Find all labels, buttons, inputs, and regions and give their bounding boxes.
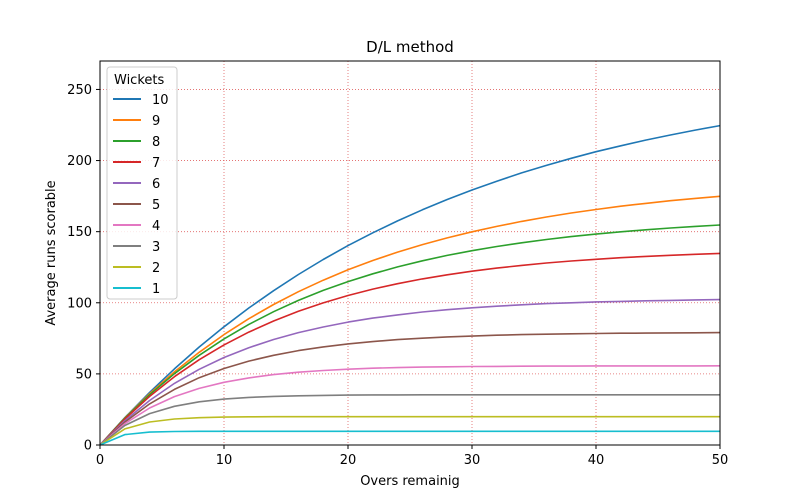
x-tick-label: 0 (96, 453, 104, 468)
y-axis-label: Average runs scorable (44, 180, 59, 325)
x-tick-label: 50 (712, 453, 729, 468)
x-tick-label: 20 (340, 453, 357, 468)
legend: Wickets 10 9 8 7 6 5 4 3 2 1 (106, 66, 178, 300)
series-line-8-wickets (99, 224, 721, 446)
legend-entry-label: 7 (152, 156, 160, 171)
series-line-10-wickets (99, 124, 721, 446)
legend-entry-label: 6 (152, 177, 160, 192)
grid (99, 61, 721, 446)
legend-entry-label: 9 (152, 114, 160, 129)
series-line-4-wickets (99, 364, 721, 446)
y-tick-label: 100 (67, 296, 92, 311)
y-tick-label: 50 (75, 367, 92, 382)
series-line-5-wickets (99, 331, 721, 446)
x-axis-label: Overs remainig (360, 474, 460, 489)
axis-ticks: 0 10 20 30 40 50 0 50 100 150 200 250 (67, 83, 728, 468)
y-tick-label: 0 (84, 439, 92, 454)
series-line-1-wickets (99, 430, 720, 446)
legend-entry-label: 2 (152, 261, 160, 276)
x-tick-label: 10 (216, 453, 233, 468)
legend-entry-label: 1 (152, 282, 160, 297)
legend-entry-label: 3 (152, 240, 160, 255)
y-tick-label: 250 (67, 83, 92, 98)
series-line-9-wickets (99, 195, 721, 446)
legend-entry-label: 4 (152, 219, 160, 234)
y-tick-label: 150 (67, 225, 92, 240)
x-tick-label: 40 (588, 453, 605, 468)
series-lines (99, 124, 721, 446)
legend-entry-label: 5 (152, 198, 160, 213)
y-tick-label: 200 (67, 154, 92, 169)
legend-box (106, 66, 178, 300)
series-line-2-wickets (99, 415, 720, 446)
legend-entry-label: 8 (152, 135, 160, 150)
series-line-7-wickets (99, 252, 721, 446)
series-line-3-wickets (99, 393, 720, 446)
series-line-6-wickets (99, 298, 721, 446)
x-tick-label: 30 (464, 453, 481, 468)
chart-title: D/L method (366, 38, 454, 56)
legend-entry-label: 10 (152, 93, 169, 108)
legend-title: Wickets (114, 73, 164, 88)
plot-frame (99, 60, 721, 446)
